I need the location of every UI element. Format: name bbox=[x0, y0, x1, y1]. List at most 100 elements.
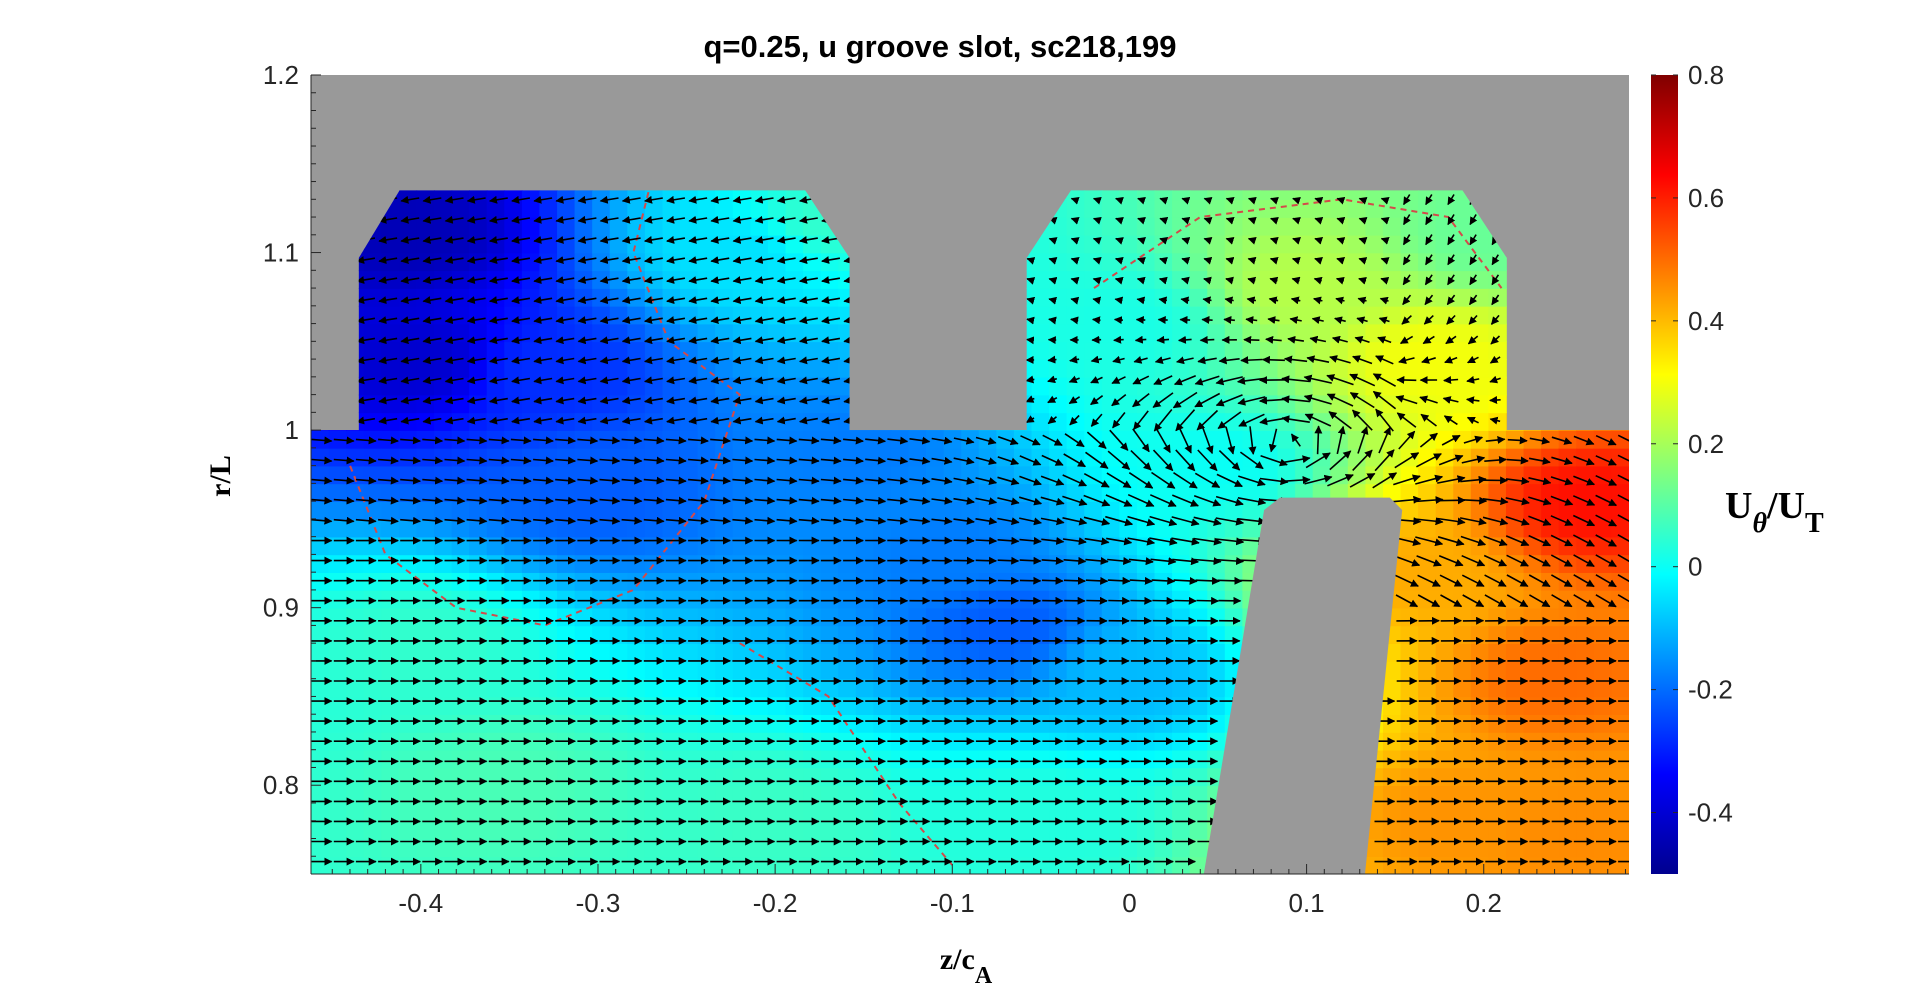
field-cell bbox=[662, 518, 681, 538]
field-cell bbox=[592, 643, 611, 662]
field-cell bbox=[644, 359, 664, 378]
field-cell bbox=[926, 447, 945, 467]
field-cell bbox=[434, 270, 453, 289]
field-cell bbox=[890, 767, 910, 787]
field-cell bbox=[785, 394, 804, 414]
field-cell bbox=[767, 341, 787, 360]
field-cell bbox=[451, 412, 470, 431]
field-cell bbox=[662, 749, 681, 769]
field-cell bbox=[609, 749, 629, 769]
field-cell bbox=[363, 447, 383, 467]
field-cell bbox=[767, 660, 787, 680]
field-cell bbox=[609, 767, 629, 787]
field-cell bbox=[451, 625, 470, 644]
field-cell bbox=[732, 696, 752, 715]
field-cell bbox=[1154, 252, 1173, 272]
field-cell bbox=[1558, 802, 1578, 822]
field-cell bbox=[1453, 767, 1472, 787]
field-cell bbox=[469, 660, 488, 680]
field-cell bbox=[1312, 288, 1332, 307]
field-cell bbox=[1224, 359, 1244, 378]
field-cell bbox=[1470, 341, 1490, 360]
field-cell bbox=[767, 252, 787, 272]
field-cell bbox=[1453, 554, 1472, 573]
field-cell bbox=[1119, 802, 1138, 822]
field-cell bbox=[644, 802, 664, 822]
field-cell bbox=[398, 660, 418, 680]
field-cell bbox=[1101, 288, 1121, 307]
velocity-arrow bbox=[1041, 576, 1064, 585]
field-cell bbox=[1189, 199, 1209, 218]
field-cell bbox=[1330, 447, 1349, 467]
field-cell bbox=[680, 394, 699, 414]
field-cell bbox=[943, 447, 963, 467]
field-cell bbox=[1382, 252, 1402, 272]
field-cell bbox=[873, 802, 892, 822]
field-cell bbox=[469, 856, 488, 874]
field-cell bbox=[1224, 199, 1244, 218]
field-cell bbox=[557, 643, 576, 662]
field-cell bbox=[1013, 802, 1033, 822]
field-cell bbox=[557, 802, 576, 822]
field-cell bbox=[715, 660, 734, 680]
field-cell bbox=[486, 252, 506, 272]
field-cell bbox=[1031, 412, 1050, 431]
field-cell bbox=[1400, 359, 1419, 378]
field-cell bbox=[521, 802, 541, 822]
field-cell bbox=[820, 714, 839, 733]
field-cell bbox=[1207, 607, 1226, 627]
field-cell bbox=[486, 190, 506, 201]
velocity-arrow bbox=[1196, 596, 1220, 605]
field-cell bbox=[1488, 820, 1507, 840]
field-cell bbox=[1576, 660, 1595, 680]
field-cell bbox=[486, 536, 506, 556]
field-cell bbox=[1066, 359, 1086, 378]
field-cell bbox=[521, 341, 541, 360]
field-cell bbox=[486, 341, 506, 360]
field-cell bbox=[1242, 412, 1261, 431]
field-cell bbox=[680, 714, 699, 733]
field-cell bbox=[1154, 660, 1173, 680]
field-cell bbox=[363, 802, 383, 822]
field-cell bbox=[539, 554, 558, 573]
field-cell bbox=[521, 518, 541, 538]
field-cell bbox=[1382, 696, 1402, 715]
field-cell bbox=[416, 199, 435, 218]
field-cell bbox=[732, 820, 752, 840]
field-cell bbox=[1400, 323, 1419, 343]
field-cell bbox=[592, 607, 611, 627]
field-cell bbox=[1505, 820, 1525, 840]
field-cell bbox=[926, 607, 945, 627]
field-cell bbox=[750, 394, 769, 414]
field-cell bbox=[1031, 323, 1050, 343]
field-cell bbox=[434, 554, 453, 573]
field-cell bbox=[750, 625, 769, 644]
field-cell bbox=[1382, 447, 1402, 467]
field-cell bbox=[1488, 412, 1507, 431]
field-cell bbox=[1505, 607, 1525, 627]
field-cell bbox=[451, 234, 470, 254]
field-cell bbox=[539, 536, 558, 556]
field-cell bbox=[1611, 643, 1629, 662]
field-cell bbox=[1435, 767, 1455, 787]
field-cell bbox=[574, 785, 593, 804]
field-cell bbox=[1541, 696, 1560, 715]
field-cell bbox=[398, 749, 418, 769]
field-cell bbox=[574, 305, 593, 325]
field-cell bbox=[434, 305, 453, 325]
field-cell bbox=[662, 785, 681, 804]
field-cell bbox=[328, 643, 347, 662]
field-cell bbox=[521, 199, 541, 218]
field-cell bbox=[978, 589, 998, 609]
field-cell bbox=[574, 749, 593, 769]
field-cell bbox=[521, 856, 541, 874]
field-cell bbox=[1418, 572, 1437, 591]
field-cell bbox=[715, 501, 734, 520]
field-cell bbox=[1541, 714, 1560, 733]
field-cell bbox=[1277, 234, 1296, 254]
field-cell bbox=[1084, 767, 1103, 787]
field-cell bbox=[346, 731, 365, 751]
field-cell bbox=[644, 447, 664, 467]
field-cell bbox=[961, 767, 980, 787]
field-cell bbox=[1435, 856, 1455, 874]
